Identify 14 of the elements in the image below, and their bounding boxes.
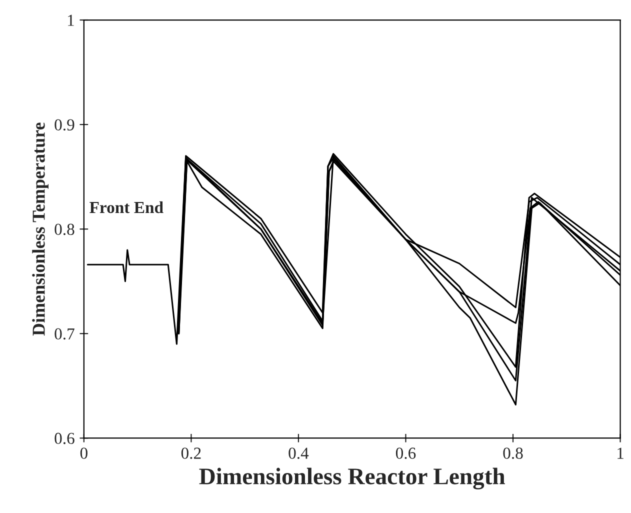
y-tick-label: 0.7 [54, 328, 74, 340]
y-axis-title: Dimensionless Temperature [32, 122, 49, 336]
x-axis-title: Dimensionless Reactor Length [199, 468, 505, 490]
x-tick-label: 0.6 [396, 448, 416, 459]
x-tick-label: 0.2 [181, 448, 201, 459]
x-tick-label: 0.4 [288, 448, 309, 459]
x-tick-label: 0 [80, 448, 88, 459]
x-tick-label: 0.8 [503, 448, 523, 459]
y-tick-label: 0.8 [54, 224, 74, 236]
y-tick-label: 0.6 [54, 432, 74, 444]
y-tick-label: 1 [68, 14, 74, 26]
annotation: Front End [90, 201, 164, 214]
y-tick-label: 0.9 [54, 119, 74, 131]
x-tick-label: 1 [618, 448, 624, 459]
